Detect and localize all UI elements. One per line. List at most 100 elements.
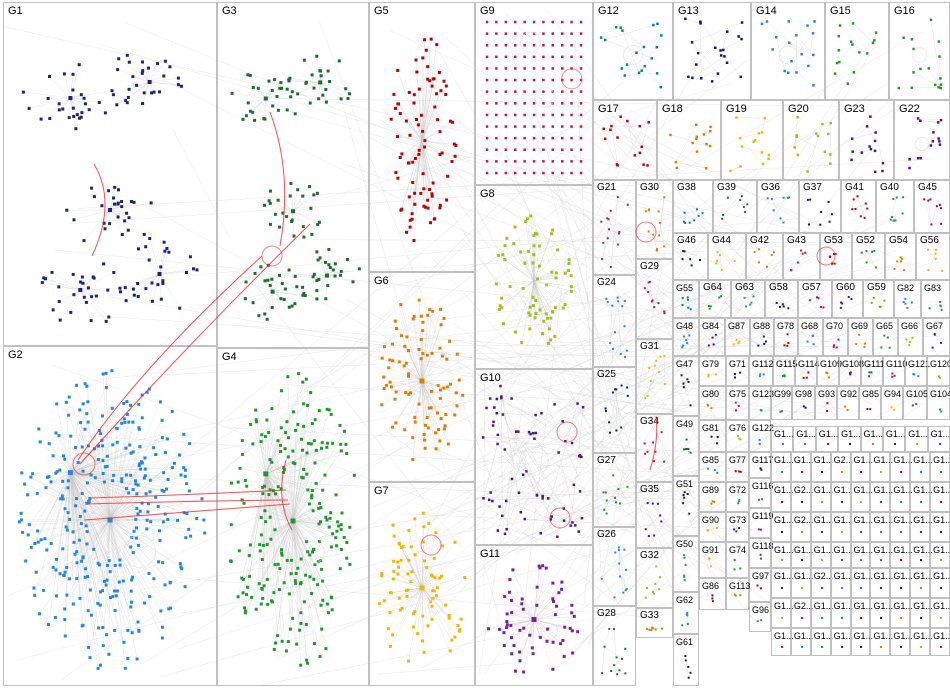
- node: [570, 171, 573, 175]
- node: [761, 162, 765, 166]
- group-graph-g72: [737, 498, 741, 505]
- group-graph-g28: [601, 627, 627, 676]
- edge: [109, 511, 148, 521]
- node: [551, 228, 555, 232]
- node: [309, 391, 313, 395]
- node: [421, 329, 425, 333]
- node: [719, 54, 723, 57]
- edge: [245, 520, 294, 613]
- node: [500, 306, 504, 310]
- node: [523, 20, 526, 24]
- node: [313, 563, 317, 567]
- edge: [675, 124, 697, 163]
- edge: [70, 97, 90, 110]
- edge: [413, 140, 423, 241]
- node: [422, 204, 426, 208]
- cross-group-edge: [508, 59, 867, 257]
- cross-group-edge: [61, 105, 899, 681]
- edge: [396, 380, 423, 393]
- edge: [108, 519, 111, 655]
- edge: [875, 132, 884, 164]
- edge: [38, 428, 71, 473]
- node: [920, 471, 923, 473]
- node: [900, 471, 903, 473]
- node: [456, 624, 460, 627]
- edge: [56, 472, 71, 596]
- node: [739, 438, 742, 441]
- node: [912, 71, 915, 74]
- small-group-label: G1...: [853, 571, 874, 581]
- cross-group-edge: [493, 315, 640, 557]
- node: [895, 196, 898, 199]
- node: [280, 639, 284, 643]
- node: [808, 299, 811, 302]
- node: [711, 336, 714, 339]
- edge: [421, 94, 446, 142]
- group-graph-g37: [806, 198, 833, 226]
- node: [138, 509, 142, 513]
- edge: [609, 389, 617, 433]
- edge: [421, 90, 442, 142]
- node: [710, 565, 713, 568]
- cross-group-edge: [557, 376, 732, 597]
- cross-group-edge: [535, 62, 860, 390]
- node: [148, 595, 152, 599]
- node: [521, 286, 525, 290]
- node: [510, 477, 514, 481]
- edge: [265, 382, 304, 474]
- edge: [265, 462, 294, 475]
- node: [434, 431, 438, 435]
- node: [733, 528, 736, 531]
- node: [453, 154, 457, 158]
- node: [333, 274, 337, 278]
- node: [796, 153, 800, 157]
- group-cell-g9: G9: [475, 2, 593, 185]
- node: [34, 570, 38, 574]
- node: [82, 295, 86, 299]
- node: [293, 112, 297, 116]
- node: [143, 467, 147, 471]
- node: [80, 445, 84, 449]
- edge: [70, 472, 166, 586]
- node: [601, 672, 604, 674]
- group-graph-g23: [850, 115, 885, 174]
- node: [129, 200, 133, 203]
- node: [63, 570, 67, 574]
- group-cell-g24: G24: [593, 275, 636, 367]
- node: [330, 608, 334, 612]
- small-group-cell: G1...: [790, 628, 813, 656]
- small-group-label: G1...: [933, 515, 950, 525]
- node: [290, 220, 294, 223]
- node: [79, 93, 83, 97]
- edge: [265, 88, 282, 99]
- node: [643, 442, 646, 445]
- node: [440, 151, 444, 155]
- node: [409, 545, 413, 549]
- node: [120, 233, 124, 236]
- group-graph-g116: [758, 498, 764, 501]
- node: [733, 373, 736, 375]
- node: [739, 165, 742, 168]
- node: [570, 20, 573, 24]
- cross-group-edge: [162, 79, 708, 355]
- cross-group-edge: [531, 95, 632, 454]
- node: [162, 240, 166, 244]
- edge: [409, 92, 423, 142]
- edge: [149, 238, 160, 275]
- cross-group-edge: [180, 524, 652, 614]
- edge: [292, 520, 330, 528]
- node: [542, 125, 545, 128]
- edge: [136, 81, 150, 86]
- node: [319, 520, 322, 524]
- node: [388, 644, 392, 648]
- node: [511, 568, 515, 572]
- cross-group-edge: [372, 305, 923, 508]
- edge: [259, 520, 294, 545]
- node: [568, 626, 572, 630]
- node: [115, 103, 119, 107]
- node: [696, 208, 698, 211]
- node: [408, 225, 412, 229]
- node: [554, 271, 558, 275]
- node: [624, 647, 627, 650]
- node: [642, 163, 645, 166]
